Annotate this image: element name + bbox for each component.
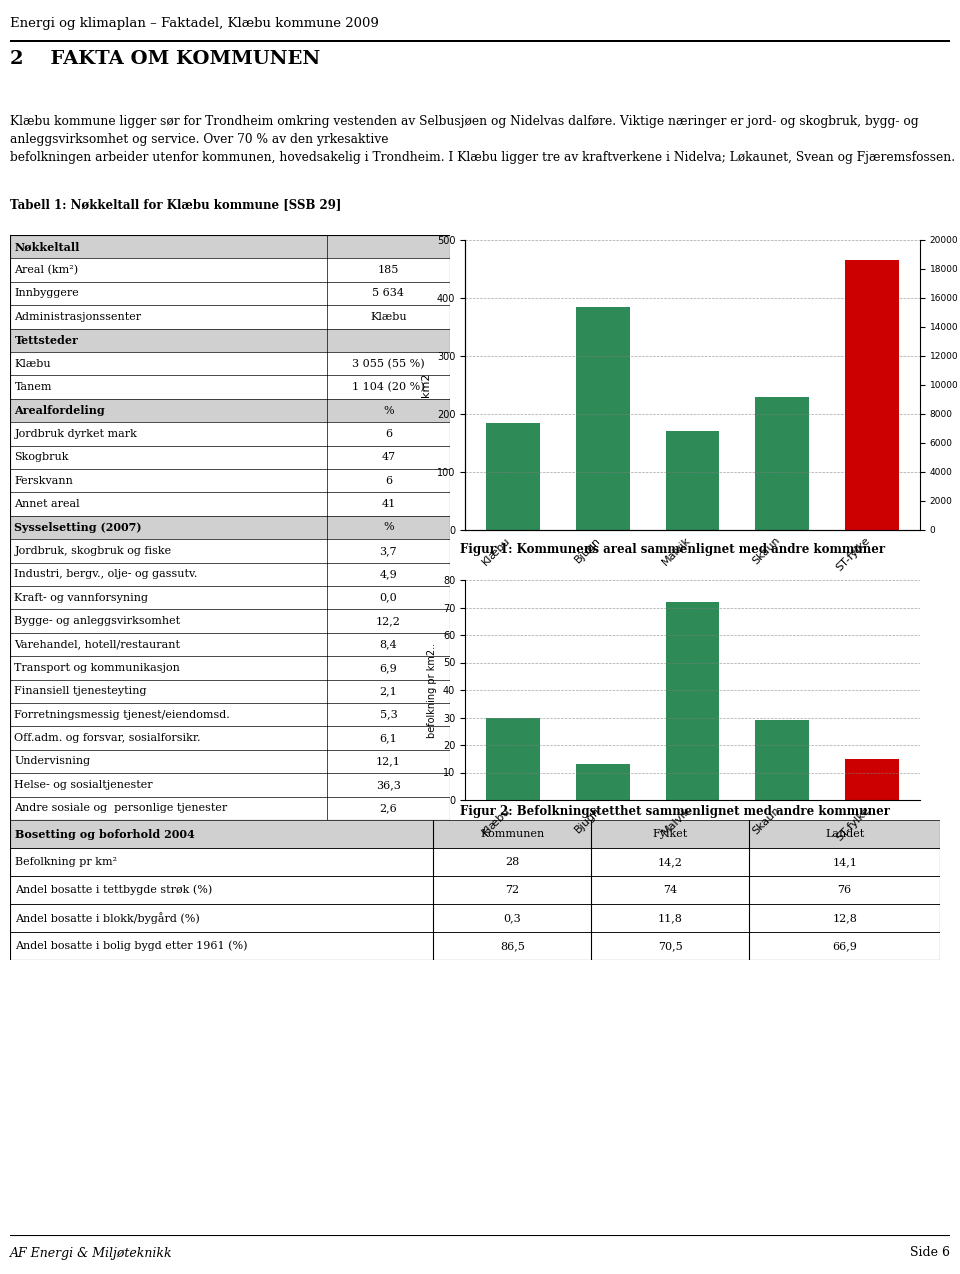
Text: Andel bosatte i bolig bygd etter 1961 (%): Andel bosatte i bolig bygd etter 1961 (%… (14, 940, 247, 952)
Text: Arealfordeling: Arealfordeling (14, 405, 106, 417)
Text: 41: 41 (381, 499, 396, 510)
Text: 5 634: 5 634 (372, 288, 404, 298)
Text: 74: 74 (663, 885, 678, 896)
Text: 47: 47 (381, 452, 396, 462)
Text: 6: 6 (385, 475, 392, 485)
Text: Nøkkeltall: Nøkkeltall (14, 241, 80, 252)
Text: Klæbu: Klæbu (371, 312, 407, 322)
Text: 72: 72 (505, 885, 519, 896)
Bar (756, 720, 809, 800)
Text: Transport og kommunikasjon: Transport og kommunikasjon (14, 662, 180, 673)
Bar (10, 399, 450, 422)
Text: 6: 6 (385, 429, 392, 440)
Text: 76: 76 (838, 885, 852, 896)
Bar (486, 423, 540, 530)
Bar (10, 820, 940, 848)
Text: 2    FAKTA OM KOMMUNEN: 2 FAKTA OM KOMMUNEN (10, 50, 321, 68)
Bar (846, 260, 900, 530)
Text: 14,2: 14,2 (658, 857, 683, 868)
Text: 5,3: 5,3 (379, 710, 397, 720)
Text: Ferskvann: Ferskvann (14, 475, 73, 485)
Text: Industri, bergv., olje- og gassutv.: Industri, bergv., olje- og gassutv. (14, 569, 198, 580)
Text: Energi og klimaplan – Faktadel, Klæbu kommune 2009: Energi og klimaplan – Faktadel, Klæbu ko… (10, 17, 379, 29)
Text: Klæbu kommune ligger sør for Trondheim omkring vestenden av Selbusjøen og Nidelv: Klæbu kommune ligger sør for Trondheim o… (10, 115, 955, 164)
Text: 8,4: 8,4 (379, 640, 397, 650)
Text: Undervisning: Undervisning (14, 757, 90, 767)
Bar (665, 603, 719, 800)
Text: Helse- og sosialtjenester: Helse- og sosialtjenester (14, 780, 153, 790)
Text: Administrasjonssenter: Administrasjonssenter (14, 312, 141, 322)
Text: Jordbruk, skogbruk og fiske: Jordbruk, skogbruk og fiske (14, 545, 172, 555)
Text: Tanem: Tanem (14, 382, 52, 392)
Text: 2,1: 2,1 (379, 687, 397, 697)
Text: Bosetting og boforhold 2004: Bosetting og boforhold 2004 (14, 828, 194, 840)
Bar (576, 764, 630, 800)
Text: Innbyggere: Innbyggere (14, 288, 79, 298)
Text: Figur 1: Kommunens areal sammenlignet med andre kommuner: Figur 1: Kommunens areal sammenlignet me… (460, 543, 885, 555)
Y-axis label: km2: km2 (421, 373, 431, 397)
Bar (10, 234, 450, 259)
Bar (486, 717, 540, 800)
Text: 12,2: 12,2 (376, 617, 401, 626)
Text: Andel bosatte i tettbygde strøk (%): Andel bosatte i tettbygde strøk (%) (14, 884, 212, 896)
Y-axis label: befolkning pr km2..: befolkning pr km2.. (427, 642, 438, 738)
Text: 6,1: 6,1 (379, 733, 397, 743)
Text: Landet: Landet (825, 829, 864, 840)
Text: Befolkning pr km²: Befolkning pr km² (14, 857, 117, 868)
Text: AF Energi & Miljøteknikk: AF Energi & Miljøteknikk (10, 1246, 173, 1260)
Bar (665, 432, 719, 530)
Text: 11,8: 11,8 (658, 913, 683, 922)
Text: Skogbruk: Skogbruk (14, 452, 69, 462)
Text: Off.adm. og forsvar, sosialforsikr.: Off.adm. og forsvar, sosialforsikr. (14, 733, 201, 743)
Text: 14,1: 14,1 (832, 857, 857, 868)
Text: 70,5: 70,5 (658, 941, 683, 950)
Bar (10, 329, 450, 352)
Bar (846, 759, 900, 800)
Text: Kraft- og vannforsyning: Kraft- og vannforsyning (14, 592, 149, 603)
Text: 2,6: 2,6 (379, 804, 397, 813)
Text: 12,8: 12,8 (832, 913, 857, 922)
Text: 86,5: 86,5 (500, 941, 524, 950)
Text: Sysselsetting (2007): Sysselsetting (2007) (14, 522, 142, 533)
Text: Fylket: Fylket (653, 829, 688, 840)
Text: %: % (383, 522, 394, 533)
Text: Figur 2: Befolkningstetthet sammenlignet med andre kommuner: Figur 2: Befolkningstetthet sammenlignet… (460, 804, 890, 818)
Text: Tabell 1: Nøkkeltall for Klæbu kommune [SSB 29]: Tabell 1: Nøkkeltall for Klæbu kommune [… (10, 199, 342, 211)
Text: 36,3: 36,3 (376, 780, 401, 790)
Text: Areal (km²): Areal (km²) (14, 265, 79, 275)
Text: Andre sosiale og  personlige tjenester: Andre sosiale og personlige tjenester (14, 804, 228, 813)
Text: 28: 28 (505, 857, 519, 868)
Text: 185: 185 (377, 265, 399, 275)
Text: 4,9: 4,9 (379, 569, 397, 580)
Text: %: % (383, 405, 394, 415)
Text: Varehandel, hotell/restaurant: Varehandel, hotell/restaurant (14, 640, 180, 650)
Text: 12,1: 12,1 (376, 757, 401, 767)
Text: Finansiell tjenesteyting: Finansiell tjenesteyting (14, 687, 147, 697)
Bar (756, 396, 809, 530)
Text: Forretningsmessig tjenest/eiendomsd.: Forretningsmessig tjenest/eiendomsd. (14, 710, 230, 720)
Text: Kommunen: Kommunen (480, 829, 544, 840)
Text: 66,9: 66,9 (832, 941, 857, 950)
Text: 3 055 (55 %): 3 055 (55 %) (352, 358, 424, 369)
Text: Klæbu: Klæbu (14, 359, 51, 368)
Text: Jordbruk dyrket mark: Jordbruk dyrket mark (14, 429, 137, 440)
Text: 3,7: 3,7 (379, 545, 397, 555)
Text: 0,0: 0,0 (379, 592, 397, 603)
Bar (10, 516, 450, 539)
Text: 6,9: 6,9 (379, 662, 397, 673)
Text: Bygge- og anleggsvirksomhet: Bygge- og anleggsvirksomhet (14, 617, 180, 626)
Text: 0,3: 0,3 (503, 913, 521, 922)
Text: 1 104 (20 %): 1 104 (20 %) (352, 382, 424, 392)
Text: Side 6: Side 6 (910, 1246, 950, 1260)
Text: Tettsteder: Tettsteder (14, 335, 79, 345)
Bar (576, 307, 630, 530)
Text: Annet areal: Annet areal (14, 499, 80, 510)
Text: Andel bosatte i blokk/bygård (%): Andel bosatte i blokk/bygård (%) (14, 912, 200, 924)
